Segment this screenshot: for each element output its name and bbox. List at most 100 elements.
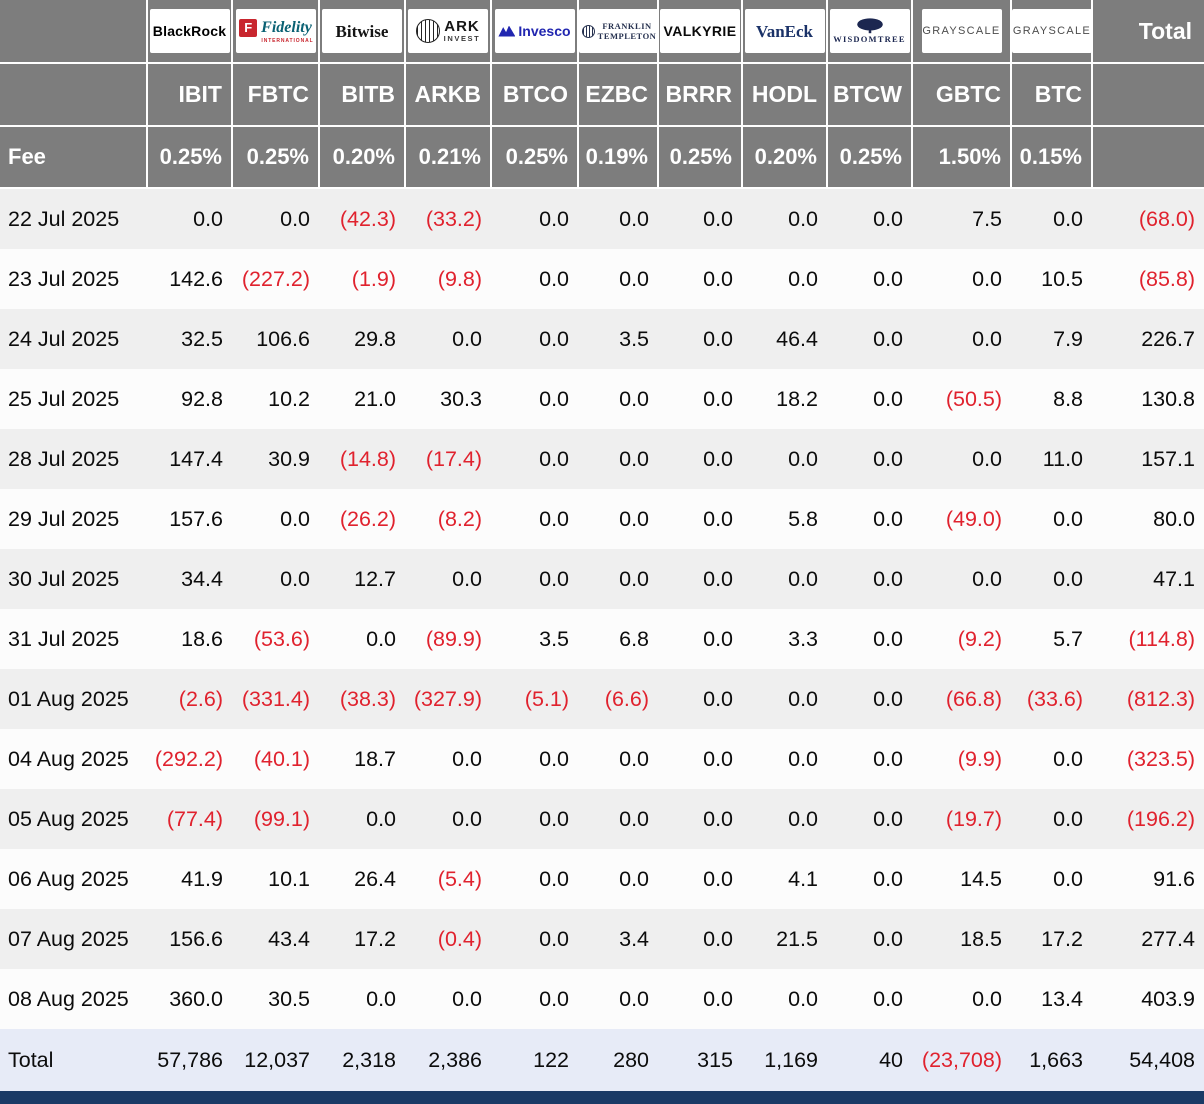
- column-total-cell: 1,663: [1011, 1029, 1092, 1091]
- flow-cell: 0.0: [788, 206, 818, 231]
- flow-cell: 0.0: [873, 206, 903, 231]
- logo-text: Invesco: [518, 23, 571, 39]
- logo-row-spacer: [0, 0, 148, 64]
- flow-cell: (6.6): [604, 686, 649, 711]
- table-row: 04 Aug 2025 (292.2) (40.1) 18.7 0.0 0.0 0.0 0.0…: [0, 729, 1204, 789]
- date-cell: 01 Aug 2025: [8, 686, 129, 711]
- flow-cell: 360.0: [169, 986, 223, 1011]
- fidelity-f-icon: F: [239, 18, 258, 37]
- flow-cell: 0.0: [280, 206, 310, 231]
- flow-cell: 0.0: [972, 566, 1002, 591]
- flow-cell: 0.0: [788, 986, 818, 1011]
- table-row: 28 Jul 2025 147.4 30.9 (14.8) (17.4) 0.0 0.0 0.…: [0, 429, 1204, 489]
- flow-cell: 3.5: [539, 626, 569, 651]
- flow-cell: 0.0: [1053, 866, 1083, 891]
- fee-cell-fbtc: 0.25%: [232, 126, 320, 189]
- flow-cell: 0.0: [539, 266, 569, 291]
- ark-logo: ARK INVEST: [408, 9, 488, 53]
- date-cell: 04 Aug 2025: [8, 746, 129, 771]
- flow-cell: 0.0: [703, 986, 733, 1011]
- valkyrie-logo: VALKYRIE: [660, 9, 740, 53]
- flow-cell: 0.0: [619, 386, 649, 411]
- column-total-cell: (23,708): [912, 1029, 1011, 1091]
- flow-cell: 0.0: [703, 926, 733, 951]
- date-cell: 28 Jul 2025: [8, 446, 120, 471]
- date-cell: 30 Jul 2025: [8, 566, 120, 591]
- logo-subtext: INTERNATIONAL: [261, 37, 314, 44]
- flow-cell: 0.0: [873, 866, 903, 891]
- flow-cell: 6.8: [619, 626, 649, 651]
- flow-cell: (53.6): [253, 626, 310, 651]
- column-total-cell: 57,786: [147, 1029, 232, 1091]
- flow-cell: 0.0: [539, 866, 569, 891]
- date-cell: 29 Jul 2025: [8, 506, 120, 531]
- row-total-cell: 403.9: [1141, 986, 1195, 1011]
- flow-cell: 0.0: [280, 566, 310, 591]
- flow-cell: 0.0: [703, 686, 733, 711]
- bitwise-logo: Bitwise: [322, 9, 402, 53]
- grand-total-cell: 54,408: [1092, 1029, 1204, 1091]
- flow-cell: 0.0: [788, 686, 818, 711]
- flow-cell: (2.6): [178, 686, 223, 711]
- table-row: 08 Aug 2025 360.0 30.5 0.0 0.0 0.0 0.0 0.0 0.0 0.…: [0, 969, 1204, 1029]
- fee-cell-btcw: 0.25%: [827, 126, 913, 189]
- flow-cell: 10.2: [268, 386, 310, 411]
- table-row: 05 Aug 2025 (77.4) (99.1) 0.0 0.0 0.0 0.0 0.0 0.…: [0, 789, 1204, 849]
- flow-cell: (40.1): [253, 746, 310, 771]
- flow-cell: 32.5: [181, 326, 223, 351]
- flow-cell: (9.2): [957, 626, 1002, 651]
- flow-cell: 18.6: [181, 626, 223, 651]
- flow-cell: 142.6: [169, 266, 223, 291]
- total-column-header: Total: [1092, 0, 1204, 64]
- ticker-header-fbtc: FBTC: [232, 63, 320, 127]
- column-total-cell: 2,386: [405, 1029, 491, 1091]
- flow-cell: 0.0: [539, 326, 569, 351]
- franklin-logo: FRANKLIN TEMPLETON: [579, 9, 659, 53]
- flow-cell: 0.0: [452, 326, 482, 351]
- table-row: 22 Jul 2025 0.0 0.0 (42.3) (33.2) 0.0 0.0 0.0 0.…: [0, 188, 1204, 249]
- flow-cell: 0.0: [873, 506, 903, 531]
- logo-text: Fidelity: [261, 18, 312, 36]
- table-row: 31 Jul 2025 18.6 (53.6) 0.0 (89.9) 3.5 6.8 0.0 3…: [0, 609, 1204, 669]
- flow-cell: 0.0: [972, 326, 1002, 351]
- table-row: 30 Jul 2025 34.4 0.0 12.7 0.0 0.0 0.0 0.0 0.0 0.0…: [0, 549, 1204, 609]
- row-total-cell: 130.8: [1141, 386, 1195, 411]
- ticker-row-total-spacer: [1092, 63, 1204, 127]
- flow-cell: (77.4): [166, 806, 223, 831]
- fee-cell-btco: 0.25%: [491, 126, 579, 189]
- blackrock-logo: BlackRock: [149, 9, 230, 53]
- ticker-header-bitb: BITB: [319, 63, 406, 127]
- fee-cell-arkb: 0.21%: [405, 126, 492, 189]
- flow-cell: 0.0: [619, 806, 649, 831]
- flow-cell: 7.5: [972, 206, 1002, 231]
- flow-cell: 0.0: [873, 686, 903, 711]
- flow-cell: (33.6): [1026, 686, 1083, 711]
- flow-cell: 0.0: [366, 986, 396, 1011]
- flow-cell: (38.3): [339, 686, 396, 711]
- flow-cell: 17.2: [1041, 926, 1083, 951]
- date-cell: 22 Jul 2025: [8, 206, 120, 231]
- logo-text: GRAYSCALE: [922, 24, 1001, 37]
- table-row: 01 Aug 2025 (2.6) (331.4) (38.3) (327.9) (5.1…: [0, 669, 1204, 729]
- flow-cell: 0.0: [703, 206, 733, 231]
- fee-header-row: Fee 0.25% 0.25% 0.20% 0.21% 0.25% 0.19% 0.25% 0…: [0, 126, 1204, 189]
- row-total-cell: (114.8): [1128, 626, 1195, 651]
- flow-cell: 0.0: [1053, 566, 1083, 591]
- logo-cell-arkb: ARK INVEST: [405, 0, 492, 64]
- column-total-cell: 2,318: [319, 1029, 405, 1091]
- flow-cell: 14.5: [960, 866, 1002, 891]
- logo-cell-hodl: VanEck: [742, 0, 828, 64]
- flow-cell: 0.0: [619, 746, 649, 771]
- flow-cell: 43.4: [268, 926, 310, 951]
- franklin-circle-icon: [581, 24, 595, 38]
- wisdomtree-logo: WISDOMTREE: [829, 9, 910, 53]
- flow-cell: (9.8): [437, 266, 482, 291]
- flow-cell: 0.0: [703, 806, 733, 831]
- ticker-header-btc: BTC: [1011, 63, 1093, 127]
- flow-cell: 157.6: [169, 506, 223, 531]
- flow-cell: (49.0): [945, 506, 1002, 531]
- flow-cell: 0.0: [452, 746, 482, 771]
- wisdomtree-tree-icon: [856, 18, 883, 34]
- logo-subtext: INVEST: [443, 34, 481, 44]
